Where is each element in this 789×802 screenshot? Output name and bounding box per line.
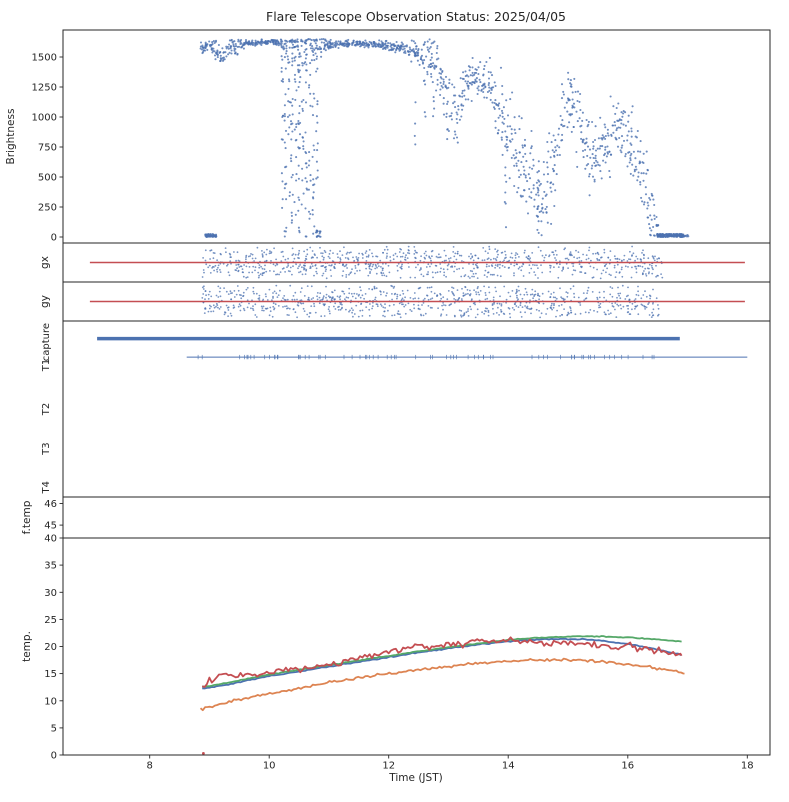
tick-label: 40 bbox=[44, 534, 57, 545]
x-axis: 8 10 12 14 16 18 bbox=[146, 755, 754, 772]
tick-label: T3 bbox=[41, 442, 52, 455]
tick-label: 1000 bbox=[32, 113, 57, 124]
brightness-frame bbox=[62, 29, 771, 244]
plot-panels: 0250500750100012501500captureT1T2T3T4454… bbox=[32, 29, 771, 772]
tick-label: 20 bbox=[44, 642, 57, 653]
tick-label: 750 bbox=[38, 143, 57, 154]
gx-axis-label: gx bbox=[39, 256, 51, 269]
ftemp-panel: 45 46 bbox=[44, 496, 771, 539]
tick-label: 35 bbox=[44, 561, 57, 572]
brightness-scatter bbox=[199, 38, 690, 239]
tick-label: 12 bbox=[382, 761, 395, 772]
tick-label: 18 bbox=[741, 761, 754, 772]
x-axis-label: Time (JST) bbox=[388, 772, 442, 784]
temp-frame bbox=[62, 537, 771, 756]
tick-label: 0 bbox=[51, 751, 57, 762]
brightness-axis-label: Brightness bbox=[5, 109, 17, 165]
tick-label: T4 bbox=[41, 481, 52, 494]
temp-axis-label: temp. bbox=[21, 631, 33, 662]
telescope-temp-green bbox=[202, 635, 682, 688]
tick-label: 10 bbox=[44, 696, 57, 707]
gy-axis-label: gy bbox=[39, 295, 51, 308]
tick-label: 0 bbox=[51, 233, 57, 244]
outlier-marker bbox=[202, 752, 205, 755]
tick-label: 16 bbox=[621, 761, 634, 772]
tick-label: 1250 bbox=[32, 83, 57, 94]
tick-label: 5 bbox=[51, 723, 57, 734]
tick-label: 250 bbox=[38, 203, 57, 214]
tick-label: 14 bbox=[502, 761, 515, 772]
tick-label: 1500 bbox=[32, 53, 57, 64]
tick-label: 25 bbox=[44, 615, 57, 626]
tick-label: 30 bbox=[44, 588, 57, 599]
telescope-temp-blue bbox=[202, 637, 682, 690]
tick-label: capture bbox=[41, 323, 52, 361]
tick-label: T1 bbox=[41, 359, 52, 372]
tick-label: 15 bbox=[44, 669, 57, 680]
gy-scatter bbox=[201, 284, 660, 319]
gy-panel bbox=[62, 281, 771, 322]
tick-label: 46 bbox=[44, 499, 57, 510]
ftemp-axis-label: f.temp bbox=[21, 500, 33, 534]
temp-panel: 0 5 10 15 20 25 30 35 40 bbox=[44, 534, 771, 762]
status-frame bbox=[62, 320, 771, 498]
brightness-panel: 0 250 500 750 1000 1250 1500 bbox=[32, 29, 771, 244]
tick-label: 10 bbox=[263, 761, 276, 772]
telescope-temp-orange bbox=[199, 657, 685, 712]
chart-title: Flare Telescope Observation Status: 2025… bbox=[266, 9, 566, 24]
telescope-temp-red bbox=[201, 636, 683, 688]
tick-label: 500 bbox=[38, 173, 57, 184]
tick-label: 8 bbox=[146, 761, 152, 772]
gx-panel bbox=[62, 242, 771, 283]
tick-label: T2 bbox=[41, 403, 52, 416]
ftemp-frame bbox=[62, 496, 771, 539]
gx-scatter bbox=[201, 245, 664, 280]
tick-label: 45 bbox=[44, 521, 57, 532]
